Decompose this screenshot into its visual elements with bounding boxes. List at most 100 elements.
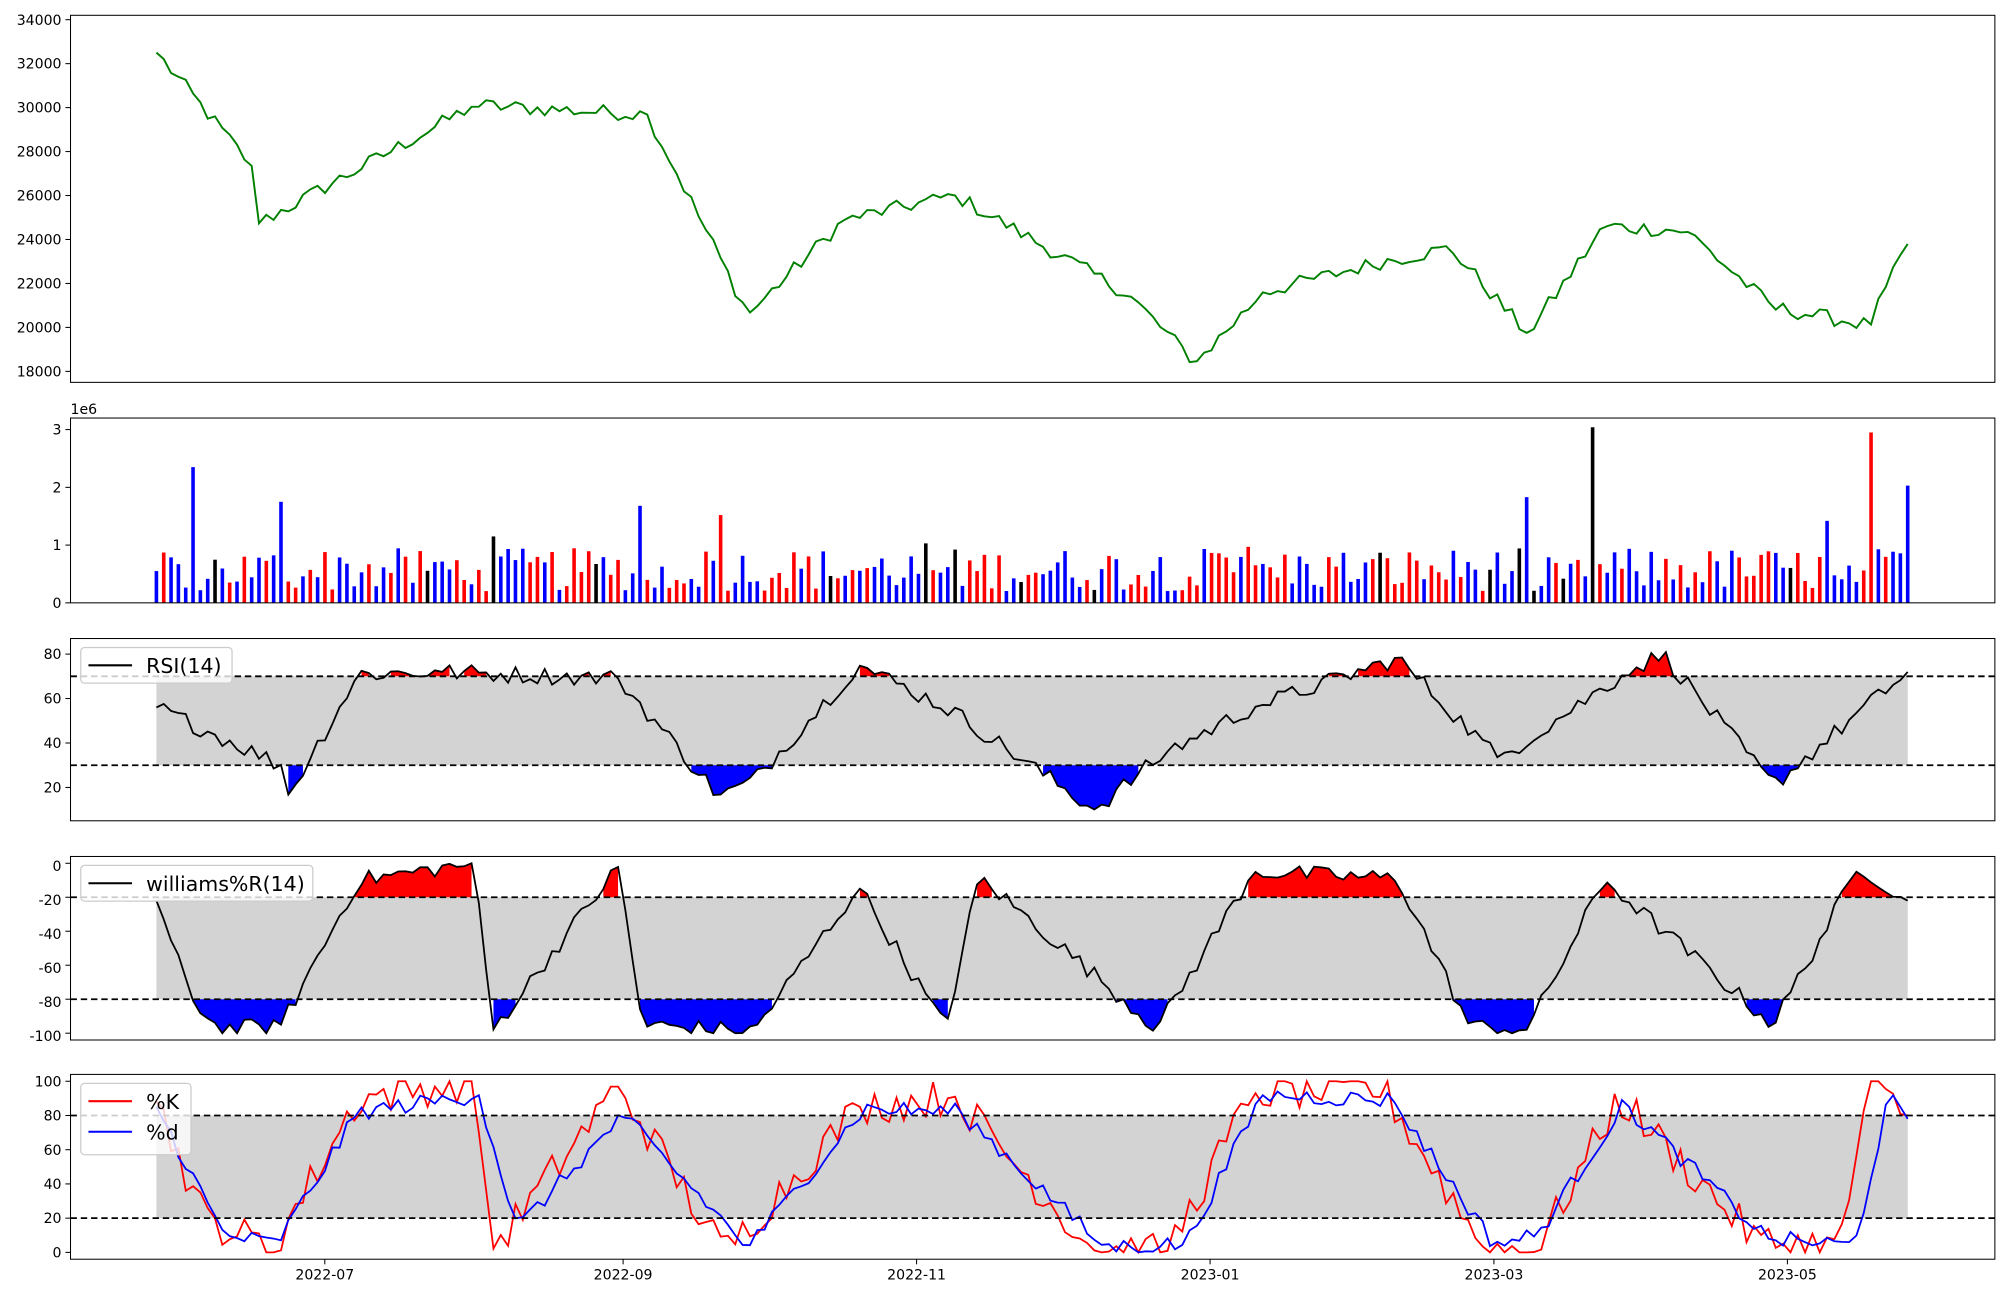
volume-bar [1480,590,1485,603]
volume-bar [1349,581,1353,603]
volume-bar [1510,571,1514,603]
y-tick-label: 40 [44,736,62,752]
williams-oversold-fill [1116,999,1168,1031]
volume-bar [1180,590,1185,603]
volume-bar [696,586,701,603]
volume-bar [1722,586,1727,603]
y-tick-label: -20 [39,893,62,909]
volume-bar [403,556,408,603]
volume-bar [762,590,767,603]
volume-bar [1334,566,1338,603]
volume-bar [1231,572,1236,603]
volume-bar [1854,581,1859,603]
williams-overbought-fill [603,866,619,898]
volume-bar [1414,560,1419,603]
volume-bar [1598,564,1602,603]
volume-bar [1444,579,1448,603]
volume-bar [1422,579,1426,603]
stoch-neutral-band [156,1115,1908,1219]
volume-bar [1077,586,1082,603]
volume-bar [455,560,459,603]
volume-bar [235,581,239,603]
series-lines [155,51,1909,1255]
legend-label: %K [146,1090,180,1114]
x-tick-label: 2023-05 [1758,1268,1817,1284]
rsi-oversold-fill [691,765,772,796]
volume-bar [1861,570,1866,603]
x-tick-label: 2023-03 [1464,1268,1523,1284]
y-tick-label: 18000 [17,364,62,380]
threshold-bands [156,676,1908,1219]
volume-bar [814,588,818,603]
volume-bar [1795,552,1800,603]
y-tick-label: -60 [39,961,62,977]
volume-bar [1195,585,1199,603]
x-tick-label: 2023-01 [1181,1268,1240,1284]
volume-bar [1011,578,1016,603]
williams-oversold-fill [493,999,516,1030]
volume-bar [1832,575,1837,603]
volume-bar [1590,427,1595,603]
williams-legend-box [80,864,314,902]
volume-bar [1517,548,1522,603]
price-line [155,51,1909,364]
legends: RSI(14) williams%R(14) %K %d [80,646,314,1156]
volume-bar [718,515,723,603]
volume-bar [1392,584,1397,603]
y-tick-label: 60 [44,1143,62,1159]
volume-bar [308,569,313,603]
volume-bar [1686,587,1690,603]
volume-bar [1781,567,1785,603]
williams-oversold-fill [1453,999,1534,1034]
volume-bar [777,572,782,603]
volume-bar [1634,571,1639,603]
williams-overbought-fill [1248,866,1403,898]
volume-bar [1708,551,1712,603]
volume-bar [1664,558,1668,603]
volume-bar [1656,580,1661,603]
volume-bar [469,584,474,603]
volume-bar [1121,589,1126,603]
volume-bar [579,572,584,603]
volume-bar [1004,590,1009,603]
volume-bar [953,549,957,603]
volume-bar [154,571,159,603]
volume-bar [1488,569,1492,603]
volume-bar [1158,557,1163,603]
volume-bar [1436,572,1441,603]
rsi-neutral-band [156,676,1908,766]
volume-bar [1400,582,1404,603]
volume-bar [608,574,613,603]
volume-bar [564,586,569,603]
volume-bar [279,501,283,603]
volume-bar [323,552,327,603]
volume-bar [997,555,1001,603]
panel-frame-rsi [70,638,1996,822]
volume-bar [689,579,694,603]
volume-bar [1033,572,1038,603]
volume-bar [1576,559,1580,603]
volume-exponent-label: 1e6 [71,402,98,418]
volume-bar [1671,579,1676,603]
volume-bar [982,554,987,603]
volume-bar [916,573,921,603]
volume-bar [1239,556,1243,603]
volume-bar [1407,552,1412,603]
volume-bar [740,555,745,603]
volume-bar [389,572,393,603]
volume-bar [1905,485,1910,603]
volume-bar [682,583,686,603]
volume-bar [513,560,518,603]
volume-bar [1524,497,1529,603]
williams-oversold-fill [1746,999,1784,1027]
volume-bars [154,427,1910,603]
volume-bar [872,566,877,603]
volume-bar [491,536,496,603]
volume-bar [894,585,899,603]
williams-oversold-fill [193,999,296,1034]
volume-bar [374,586,379,603]
y-tick-label: 20000 [17,321,62,337]
volume-bar [989,588,994,603]
volume-bar [836,578,840,603]
